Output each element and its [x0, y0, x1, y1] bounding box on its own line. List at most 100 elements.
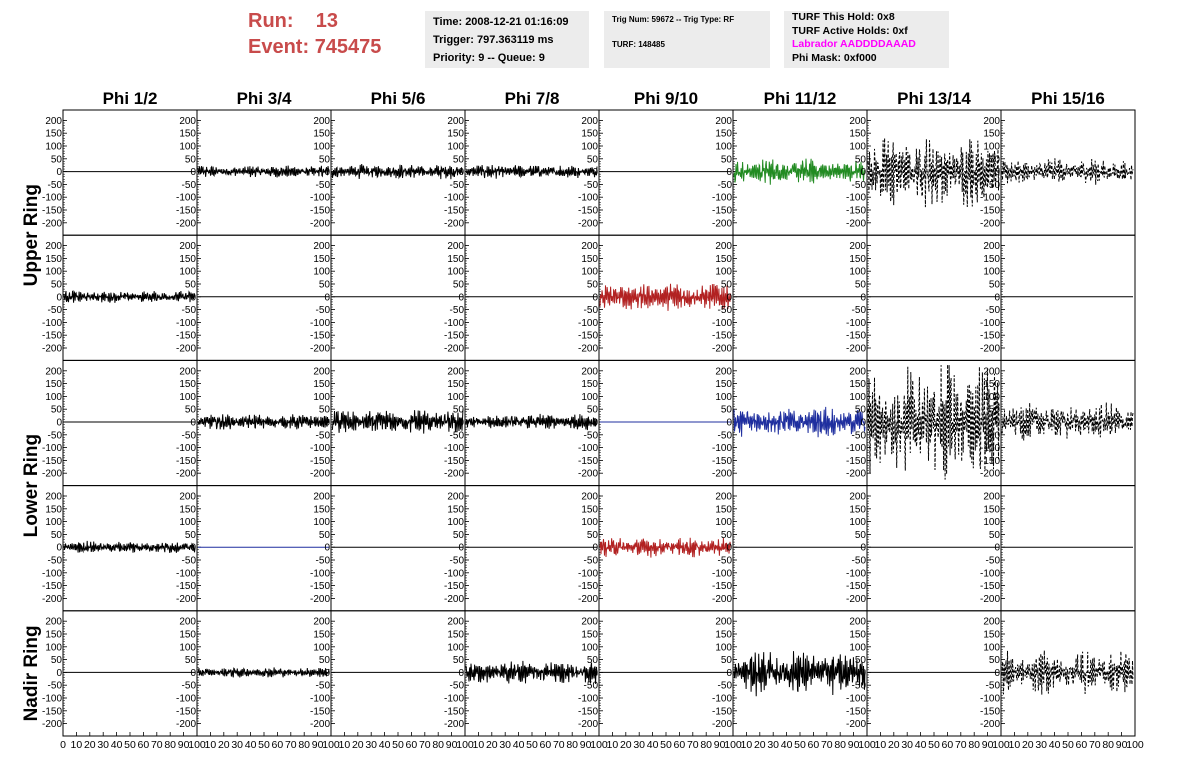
y-tick-label: 100 [849, 392, 866, 403]
y-tick-label: -100 [980, 568, 1000, 579]
y-tick-label: 100 [313, 392, 330, 403]
trig-num-text: Trig Num: 59672 -- Trig Type: RF [612, 15, 735, 24]
y-tick-label: 200 [179, 617, 196, 628]
x-tick-label: 40 [111, 739, 123, 751]
y-tick-label: 50 [721, 154, 733, 165]
y-tick-label: 200 [849, 366, 866, 377]
waveform-trace [599, 283, 732, 311]
y-tick-label: -200 [176, 594, 196, 605]
x-tick-label: 40 [513, 739, 525, 751]
y-tick-label: 0 [860, 292, 866, 303]
y-tick-label: 100 [581, 517, 598, 528]
x-tick-label: 100 [590, 739, 608, 751]
x-tick-label: 0 [60, 739, 66, 751]
y-tick-label: 0 [324, 167, 330, 178]
y-tick-label: -200 [176, 344, 196, 355]
y-tick-label: 100 [715, 392, 732, 403]
y-tick-label: 100 [313, 642, 330, 653]
y-tick-label: 50 [453, 154, 465, 165]
y-tick-label: 50 [319, 154, 331, 165]
y-tick-label: 200 [715, 617, 732, 628]
y-tick-label: -200 [42, 218, 62, 229]
y-tick-label: 0 [726, 668, 732, 679]
y-tick-label: 100 [581, 392, 598, 403]
y-tick-label: -100 [444, 568, 464, 579]
y-tick-label: 200 [715, 241, 732, 252]
y-tick-label: -200 [846, 594, 866, 605]
y-tick-label: 0 [56, 418, 62, 429]
run-event-box: Run: 13 Event: 745475 [248, 8, 418, 64]
waveform-trace [63, 289, 196, 303]
column-header: Phi 15/16 [1031, 89, 1105, 108]
y-tick-label: 200 [581, 617, 598, 628]
y-tick-label: -150 [712, 206, 732, 217]
y-tick-label: 100 [849, 517, 866, 528]
y-tick-label: 50 [453, 280, 465, 291]
waveform-trace [1001, 402, 1134, 441]
y-tick-label: 100 [45, 517, 62, 528]
y-tick-label: -100 [846, 443, 866, 454]
x-tick-label: 90 [1116, 739, 1128, 751]
y-tick-label: -50 [316, 180, 331, 191]
y-tick-label: 200 [179, 492, 196, 503]
x-tick-label: 10 [607, 739, 619, 751]
x-tick-label: 70 [687, 739, 699, 751]
x-tick-label: 60 [540, 739, 552, 751]
waveform-trace [1001, 650, 1134, 695]
y-tick-label: 50 [989, 280, 1001, 291]
y-tick-label: 0 [726, 418, 732, 429]
y-tick-label: -100 [846, 193, 866, 204]
y-tick-label: 0 [592, 668, 598, 679]
y-tick-label: -200 [444, 594, 464, 605]
y-tick-label: -150 [980, 206, 1000, 217]
x-tick-label: 80 [432, 739, 444, 751]
y-tick-label: 200 [45, 241, 62, 252]
x-tick-label: 90 [580, 739, 592, 751]
y-tick-label: 100 [983, 267, 1000, 278]
y-tick-label: -200 [42, 594, 62, 605]
y-tick-label: -150 [578, 706, 598, 717]
y-tick-label: 200 [313, 116, 330, 127]
y-tick-label: -200 [712, 218, 732, 229]
x-tick-label: 70 [1089, 739, 1101, 751]
y-tick-label: -150 [980, 581, 1000, 592]
y-tick-label: -150 [42, 206, 62, 217]
y-tick-label: 50 [989, 154, 1001, 165]
y-tick-label: 150 [849, 379, 866, 390]
trigger-text: Trigger: 797.363119 ms [433, 34, 554, 46]
y-tick-label: -150 [846, 331, 866, 342]
y-tick-label: 150 [447, 504, 464, 515]
priority-text: Priority: 9 -- Queue: 9 [433, 52, 545, 64]
x-tick-label: 50 [124, 739, 136, 751]
y-tick-label: 150 [983, 379, 1000, 390]
y-tick-label: -200 [42, 469, 62, 480]
waveform-trace [465, 413, 598, 431]
y-tick-label: 150 [715, 129, 732, 140]
x-tick-label: 40 [647, 739, 659, 751]
x-tick-label: 40 [915, 739, 927, 751]
y-tick-label: -100 [310, 694, 330, 705]
y-tick-label: 50 [185, 405, 197, 416]
y-tick-label: -100 [310, 568, 330, 579]
y-tick-label: -150 [444, 456, 464, 467]
turf-hold-text: TURF This Hold: 0x8 [792, 11, 895, 23]
y-tick-label: 150 [983, 630, 1000, 641]
x-tick-label: 40 [781, 739, 793, 751]
y-tick-label: -100 [578, 694, 598, 705]
y-tick-label: 50 [855, 530, 867, 541]
y-tick-label: 150 [45, 504, 62, 515]
y-tick-label: -50 [48, 681, 63, 692]
y-tick-label: 0 [994, 292, 1000, 303]
y-tick-label: 150 [581, 504, 598, 515]
y-tick-label: -100 [980, 193, 1000, 204]
y-tick-label: 50 [721, 655, 733, 666]
y-tick-label: -50 [316, 305, 331, 316]
y-tick-label: -150 [578, 331, 598, 342]
